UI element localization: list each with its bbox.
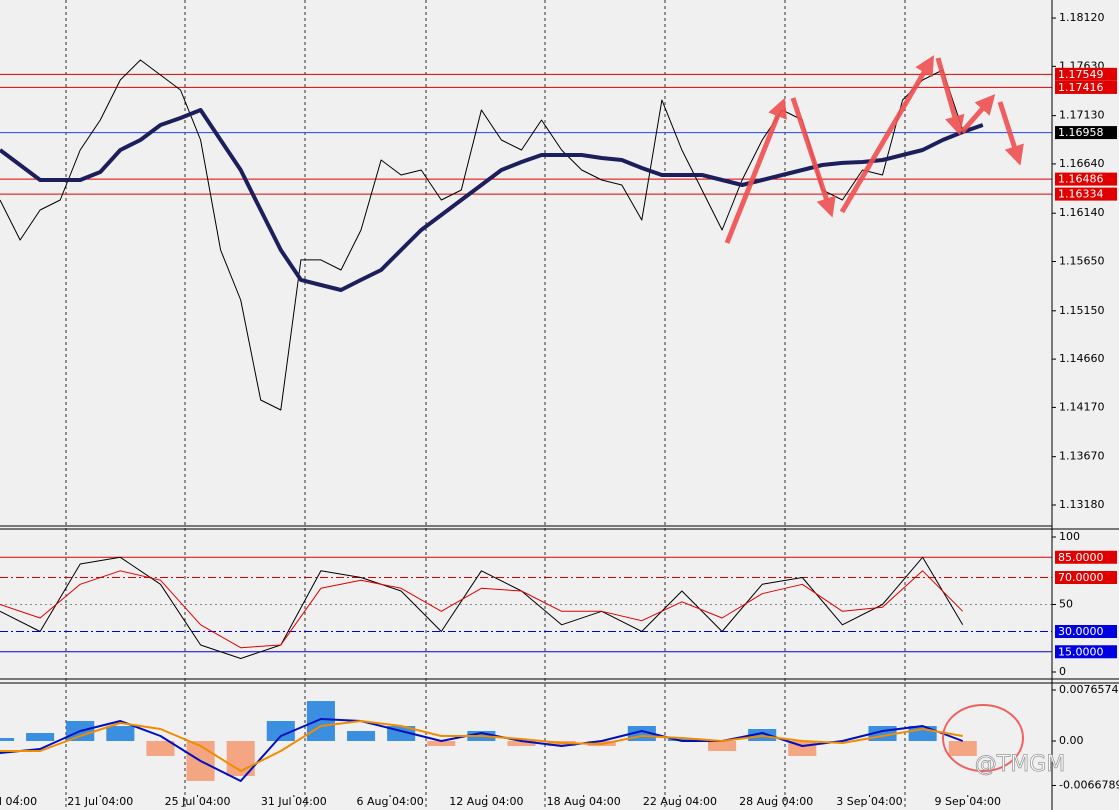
x-tick-label: 6 Aug 04:00 xyxy=(357,795,424,808)
x-tick-label: l 04:00 xyxy=(0,795,37,808)
y-tick-label: 1.15650 xyxy=(1059,255,1105,268)
level-label: 1.16958 xyxy=(1058,126,1104,139)
level-box xyxy=(1055,571,1117,585)
x-tick-label: 28 Aug 04:00 xyxy=(739,795,813,808)
level-box xyxy=(1055,645,1117,659)
y-tick-label: 1.14660 xyxy=(1059,352,1105,365)
level-label: 1.17549 xyxy=(1058,68,1104,81)
y-tick-label: 1.13180 xyxy=(1059,498,1105,511)
x-tick-label: 12 Aug 04:00 xyxy=(449,795,523,808)
series-line xyxy=(0,720,963,772)
watermark: @TMGM xyxy=(975,752,1065,777)
y-tick-label: 0.00 xyxy=(1059,734,1084,747)
level-box xyxy=(1055,172,1117,186)
arrow xyxy=(724,97,787,244)
y-tick-label: 1.13670 xyxy=(1059,450,1105,463)
histogram-bar xyxy=(427,740,456,746)
series-line xyxy=(0,108,984,292)
histogram-bar xyxy=(106,726,135,741)
y-tick-label: 1.18120 xyxy=(1059,11,1105,24)
histogram-bar xyxy=(948,740,977,756)
level-label: 15.0000 xyxy=(1058,645,1104,658)
level-label: 70.0000 xyxy=(1058,571,1104,584)
y-tick-label: 1.15150 xyxy=(1059,304,1105,317)
level-box xyxy=(1055,80,1117,94)
level-label: 85.0000 xyxy=(1058,551,1104,564)
x-tick-label: 25 Jul 04:00 xyxy=(165,795,231,808)
level-box xyxy=(1055,126,1117,140)
level-label: 30.0000 xyxy=(1058,625,1104,638)
histogram-bar xyxy=(0,738,15,741)
level-box xyxy=(1055,67,1117,81)
histogram-bar xyxy=(306,701,335,741)
vertical-grid xyxy=(65,0,906,810)
y-tick-label: 1.14170 xyxy=(1059,400,1105,413)
y-tick-label: 1.16640 xyxy=(1059,157,1105,170)
level-box xyxy=(1055,550,1117,564)
arrow xyxy=(997,101,1024,166)
y-tick-label: 1.17130 xyxy=(1059,109,1105,122)
x-tick-label: 18 Aug 04:00 xyxy=(547,795,621,808)
histogram-bar xyxy=(507,740,536,746)
x-tick-label: 9 Sep 04:00 xyxy=(935,795,1001,808)
level-label: 1.16334 xyxy=(1058,188,1104,201)
y-tick-label: 1.16140 xyxy=(1059,206,1105,219)
y-tick-label: 0 xyxy=(1059,665,1066,678)
level-label: 1.17416 xyxy=(1058,81,1104,94)
x-tick-label: 3 Sep 04:00 xyxy=(836,795,902,808)
histogram-bar xyxy=(266,721,295,741)
arrow xyxy=(839,55,935,214)
series-line xyxy=(0,556,964,659)
y-tick-label: 50 xyxy=(1059,598,1073,611)
histogram-bar xyxy=(708,740,737,751)
level-box xyxy=(1055,187,1117,201)
series-line xyxy=(0,718,964,782)
arrow xyxy=(960,93,996,134)
histogram-bar xyxy=(26,733,55,741)
highlight-circle xyxy=(942,704,1024,772)
y-tick-label: 0.0076574 xyxy=(1059,683,1119,696)
y-tick-label: -0.0066789 xyxy=(1059,778,1119,791)
arrow xyxy=(790,97,836,218)
arrow xyxy=(935,57,965,136)
x-tick-label: 31 Jul 04:00 xyxy=(261,795,327,808)
histogram-bar xyxy=(146,740,175,756)
level-label: 1.16486 xyxy=(1058,173,1104,186)
x-tick-label: 22 Aug 04:00 xyxy=(643,795,717,808)
y-tick-label: 100 xyxy=(1059,530,1080,543)
plots xyxy=(0,59,1052,782)
x-tick-label: 21 Jul 04:00 xyxy=(67,795,133,808)
level-box xyxy=(1055,625,1117,639)
annotations xyxy=(724,55,1024,244)
histogram-bar xyxy=(346,731,376,741)
series-line xyxy=(0,570,964,649)
